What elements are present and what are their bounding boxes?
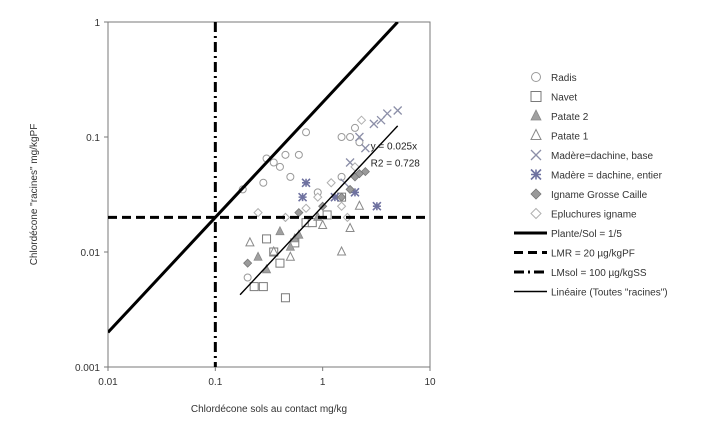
data-point-diamond-filled bbox=[345, 184, 355, 194]
legend-item: LMsol = 100 µg/kgSS bbox=[514, 268, 647, 279]
data-point-circle-open bbox=[269, 158, 278, 167]
data-point-triangle-open bbox=[268, 245, 279, 256]
data-point-asterisk bbox=[372, 201, 382, 211]
y-tick-label: 0.001 bbox=[75, 363, 100, 374]
data-point-square-open bbox=[275, 258, 285, 268]
x-axis-label: Chlordécone sols au contact mg/kg bbox=[191, 404, 347, 415]
data-point-asterisk bbox=[298, 192, 308, 202]
legend-marker-diamond-filled bbox=[530, 188, 542, 200]
legend-label: Patate 2 bbox=[551, 112, 589, 123]
legend-label: Linéaire (Toutes "racines") bbox=[551, 288, 668, 299]
x-tick-label: 0.01 bbox=[98, 377, 118, 388]
data-point-diamond-filled bbox=[294, 208, 304, 218]
legend-label: Radis bbox=[551, 73, 577, 84]
y-tick-label: 0.1 bbox=[86, 133, 100, 144]
data-point-circle-open bbox=[294, 150, 303, 159]
data-point-circle-open bbox=[346, 133, 355, 141]
data-point-circle-open bbox=[275, 162, 284, 171]
data-point-circle-open bbox=[350, 123, 359, 132]
legend-item: Madère = dachine, entier bbox=[530, 168, 663, 182]
data-point-circle-open bbox=[302, 128, 311, 137]
data-point-diamond-open bbox=[326, 178, 336, 188]
legend-label: Madère=dachine, base bbox=[551, 151, 653, 162]
legend-item: Igname Grosse Caille bbox=[530, 188, 648, 201]
data-point-circle-open bbox=[286, 172, 295, 181]
data-point-diamond-open bbox=[313, 192, 323, 202]
data-point-circle-open bbox=[259, 178, 268, 187]
data-point-diamond-open bbox=[301, 203, 311, 213]
legend-item: Navet bbox=[530, 91, 577, 104]
x-tick-label: 0.1 bbox=[208, 377, 222, 388]
legend-item: Plante/Sol = 1/5 bbox=[514, 229, 622, 240]
data-point-triangle-open bbox=[345, 222, 355, 233]
legend-label: Epluchures igname bbox=[551, 210, 637, 221]
data-point-diamond-filled bbox=[354, 169, 364, 179]
data-point-triangle-filled bbox=[253, 251, 263, 261]
legend-item: LMR = 20 µg/kgPF bbox=[514, 249, 635, 260]
legend-item: Radis bbox=[531, 72, 577, 84]
x-tick-label: 1 bbox=[320, 377, 326, 388]
data-point-x bbox=[354, 132, 364, 142]
fit-annotation: y = 0.025x bbox=[371, 141, 417, 152]
legend-marker-triangle-open bbox=[530, 128, 542, 140]
legend-label: Patate 1 bbox=[551, 132, 589, 143]
data-point-triangle-open bbox=[245, 236, 255, 247]
data-point-diamond-open bbox=[356, 115, 367, 125]
data-point-triangle-open bbox=[336, 245, 347, 256]
legend-marker-square-open bbox=[530, 91, 542, 102]
data-point-square-open bbox=[258, 282, 268, 292]
plant-soil-ratio-line bbox=[108, 22, 399, 334]
data-point-asterisk bbox=[301, 178, 311, 188]
data-point-circle-open bbox=[337, 133, 346, 141]
x-tick-label: 10 bbox=[424, 377, 436, 388]
legend-item: Madère=dachine, base bbox=[530, 149, 653, 162]
legend-marker-diamond-open bbox=[530, 207, 542, 220]
data-point-x bbox=[369, 119, 379, 129]
legend-item: Patate 1 bbox=[530, 128, 589, 143]
data-point-diamond-open bbox=[253, 207, 263, 218]
legend-label: Igname Grosse Caille bbox=[551, 190, 648, 201]
y-tick-label: 1 bbox=[94, 18, 100, 29]
legend-label: Navet bbox=[551, 93, 577, 104]
data-point-triangle-open bbox=[354, 200, 365, 210]
data-point-square-open bbox=[322, 210, 332, 220]
legend-label: Madère = dachine, entier bbox=[551, 171, 663, 182]
legend-label: LMsol = 100 µg/kgSS bbox=[551, 268, 647, 279]
y-tick-label: 0.01 bbox=[81, 248, 101, 259]
data-point-circle-open bbox=[281, 150, 290, 159]
data-point-square-open bbox=[280, 293, 290, 303]
data-point-triangle-filled bbox=[275, 225, 285, 236]
legend-marker-circle-open bbox=[531, 72, 541, 82]
data-point-x bbox=[393, 106, 403, 115]
legend-item: Epluchures igname bbox=[530, 207, 637, 221]
data-point-square-open bbox=[262, 234, 272, 244]
legend-marker-asterisk bbox=[530, 168, 542, 181]
data-point-x bbox=[360, 143, 370, 153]
legend-label: LMR = 20 µg/kgPF bbox=[551, 249, 635, 260]
legend-label: Plante/Sol = 1/5 bbox=[551, 229, 622, 240]
data-points bbox=[238, 106, 403, 303]
data-point-asterisk bbox=[350, 187, 360, 197]
data-point-triangle-open bbox=[317, 219, 328, 229]
fit-annotation: R2 = 0.728 bbox=[371, 158, 421, 169]
data-point-asterisk bbox=[330, 192, 340, 202]
data-point-x bbox=[376, 115, 386, 125]
data-point-diamond-open bbox=[336, 201, 347, 211]
data-point-circle-open bbox=[243, 273, 252, 282]
data-point-diamond-filled bbox=[243, 258, 253, 268]
data-point-circle-open bbox=[355, 138, 364, 147]
legend-marker-x bbox=[530, 149, 542, 161]
data-point-triangle-filled bbox=[285, 241, 296, 251]
legend-item: Linéaire (Toutes "racines") bbox=[514, 288, 668, 299]
data-point-diamond-filled bbox=[337, 192, 347, 202]
y-axis-label: Chlordécone "racines" mg/kgPF bbox=[29, 124, 40, 266]
linear-fit-line bbox=[239, 125, 399, 296]
plot-area bbox=[107, 21, 431, 368]
data-point-square-open bbox=[249, 282, 259, 292]
legend-marker-triangle-filled bbox=[530, 109, 542, 121]
data-point-triangle-open bbox=[285, 251, 296, 261]
legend-item: Patate 2 bbox=[530, 109, 589, 123]
